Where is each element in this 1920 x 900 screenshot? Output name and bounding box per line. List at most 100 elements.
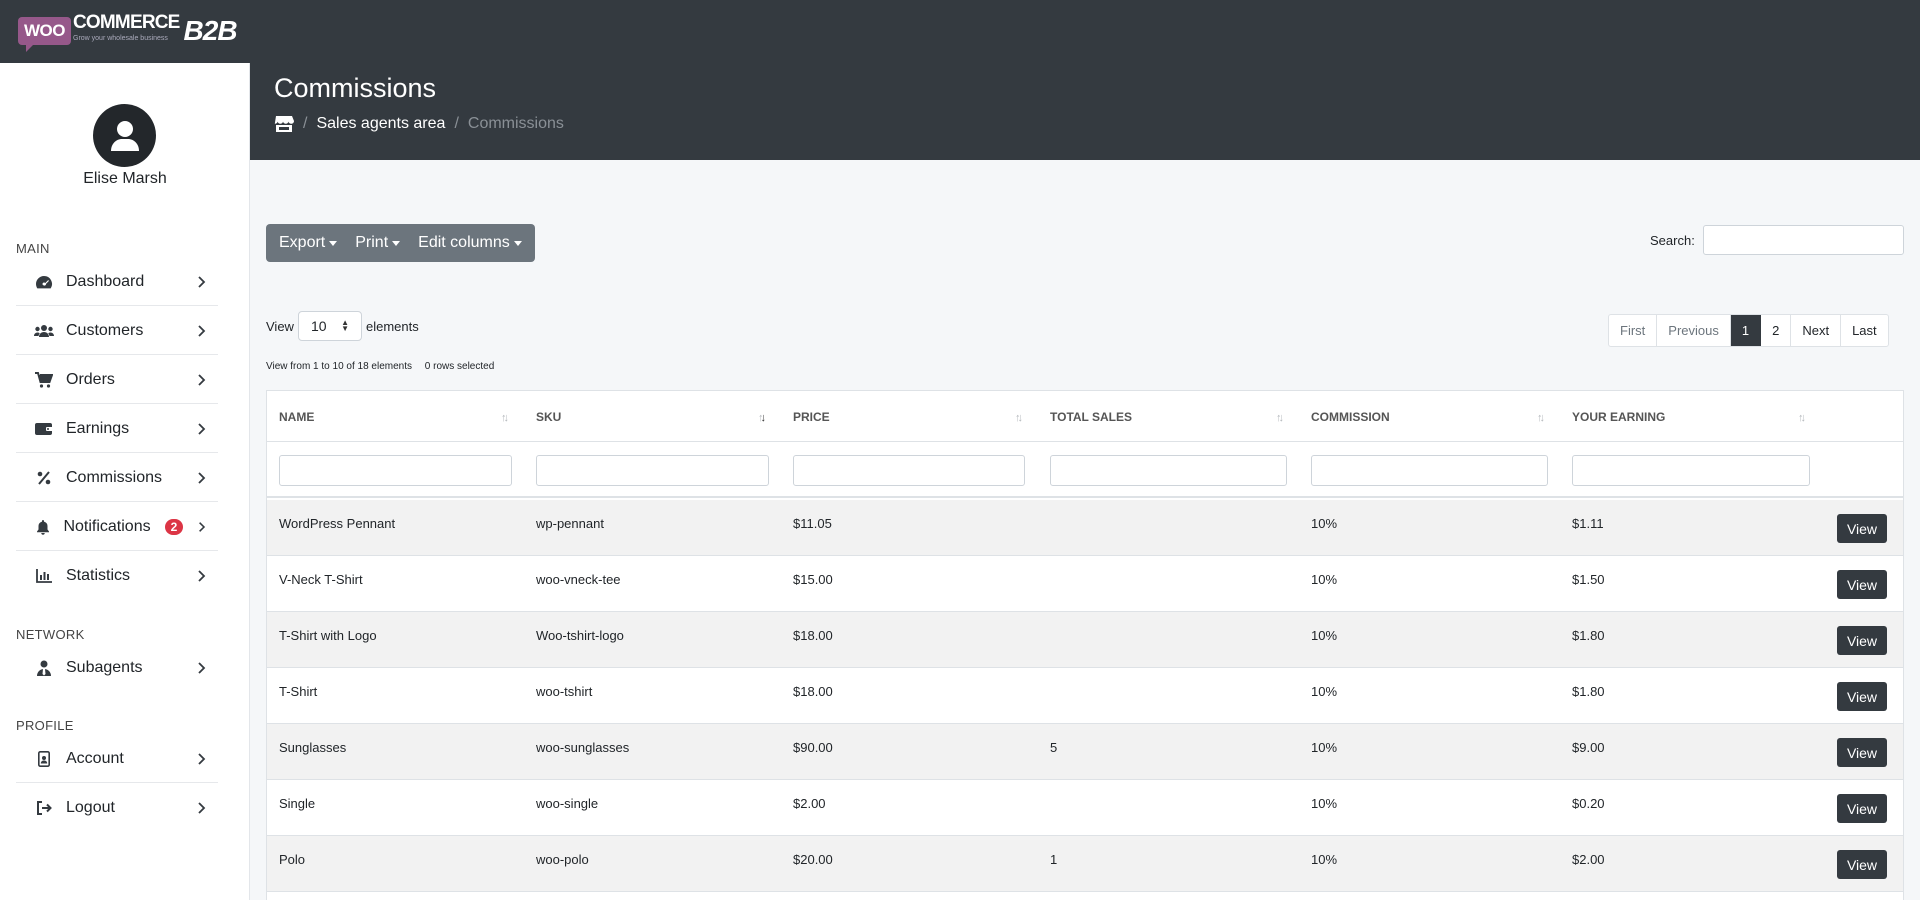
column-header-commission[interactable]: COMMISSION [1311, 391, 1390, 442]
chevron-right-icon [198, 752, 206, 765]
table-row[interactable]: Polo woo-polo $20.00 1 10% $2.00 View [267, 836, 1903, 892]
table-row[interactable]: T-Shirt woo-tshirt $18.00 10% $1.80 View [267, 668, 1903, 724]
view-button[interactable]: View [1837, 682, 1887, 711]
breadcrumb: / Sales agents area / Commissions [274, 115, 564, 133]
view-button[interactable]: View [1837, 570, 1887, 599]
pagination-page-2[interactable]: 2 [1761, 315, 1792, 346]
pagination-first[interactable]: First [1609, 315, 1658, 346]
column-header-sku[interactable]: SKU [536, 391, 561, 442]
sort-icon[interactable]: ↑↓ [1015, 412, 1023, 424]
commissions-table: NAME ↑↓ SKU ↑↓ PRICE ↑↓ TOTAL SALES ↑↓ C… [266, 390, 1904, 900]
filter-input-your-earning[interactable] [1572, 455, 1810, 486]
cell-price: $18.00 [793, 684, 833, 699]
search-input[interactable] [1703, 225, 1904, 255]
filter-input-name[interactable] [279, 455, 512, 486]
sidebar-item-statistics[interactable]: Statistics [16, 552, 218, 600]
wallet-icon [34, 420, 54, 438]
shopping-cart-icon [34, 371, 54, 389]
cell-price: $20.00 [793, 852, 833, 867]
page-length-select[interactable]: 10 ▲ ▼ [298, 311, 362, 341]
table-row[interactable]: Sunglasses woo-sunglasses $90.00 5 10% $… [267, 724, 1903, 780]
sidebar-item-subagents[interactable]: Subagents [16, 644, 218, 692]
cell-sku: woo-tshirt [536, 684, 593, 699]
id-badge-icon [34, 750, 54, 768]
table-info-selected: 0 rows selected [424, 361, 495, 372]
sidebar-item-notifications[interactable]: Notifications 2 [16, 503, 218, 551]
sidebar-item-orders[interactable]: Orders [16, 356, 218, 404]
sidebar-item-label: Orders [66, 370, 115, 388]
sort-icon[interactable]: ↑↓ [501, 412, 509, 424]
avatar[interactable] [93, 104, 156, 167]
column-header-your-earning[interactable]: YOUR EARNING [1572, 391, 1665, 442]
view-button[interactable]: View [1837, 514, 1887, 543]
bell-icon [34, 518, 51, 536]
elements-label: elements [366, 319, 419, 334]
table-row[interactable]: WordPress Pennant wp-pennant $11.05 10% … [267, 500, 1903, 556]
notifications-count-badge: 2 [164, 518, 184, 535]
cell-commission: 10% [1311, 852, 1338, 867]
column-header-label: YOUR EARNING [1572, 409, 1666, 424]
filter-input-total-sales[interactable] [1050, 455, 1287, 486]
print-button-label: Print [355, 234, 389, 251]
column-header-price[interactable]: PRICE [793, 391, 830, 442]
edit-columns-button[interactable]: Edit columns [409, 224, 531, 262]
breadcrumb-current: Commissions [467, 115, 564, 132]
sidebar-item-customers[interactable]: Customers [16, 307, 218, 355]
column-header-name[interactable]: NAME [279, 391, 314, 442]
view-button[interactable]: View [1837, 626, 1887, 655]
cell-your-earning: $1.80 [1572, 628, 1605, 643]
percent-icon [34, 469, 54, 487]
select-arrows-icon: ▲ ▼ [341, 318, 349, 333]
table-row[interactable]: V-Neck T-Shirt woo-vneck-tee $15.00 10% … [267, 556, 1903, 612]
table-row[interactable]: Single woo-single $2.00 10% $0.20 View [267, 780, 1903, 836]
view-button[interactable]: View [1837, 850, 1887, 879]
user-name: Elise Marsh [83, 170, 167, 187]
cell-sku: Woo-tshirt-logo [536, 628, 624, 643]
column-header-total-sales[interactable]: TOTAL SALES [1050, 391, 1132, 442]
sidebar-item-label: Earnings [66, 419, 130, 437]
sidebar-item-logout[interactable]: Logout [16, 784, 218, 832]
cell-sku: woo-vneck-tee [536, 572, 621, 587]
print-button[interactable]: Print [346, 224, 409, 262]
view-button[interactable]: View [1837, 794, 1887, 823]
user-icon [110, 120, 139, 151]
export-button[interactable]: Export [270, 224, 346, 262]
sidebar-item-earnings[interactable]: Earnings [16, 405, 218, 453]
chevron-right-icon [198, 324, 206, 337]
cell-your-earning: $1.50 [1572, 572, 1605, 587]
view-button[interactable]: View [1837, 738, 1887, 767]
sort-icon[interactable]: ↑↓ [1276, 412, 1284, 424]
filter-input-price[interactable] [793, 455, 1025, 486]
page-header: Commissions / Sales agents area / Commis… [250, 63, 1920, 160]
chevron-right-icon [199, 521, 206, 532]
pagination-last[interactable]: Last [1852, 323, 1877, 338]
filter-input-commission[interactable] [1311, 455, 1548, 486]
brand-logo[interactable]: WOO COMMERCE Grow your wholesale busines… [18, 13, 238, 52]
cell-sku: woo-polo [536, 852, 589, 867]
export-button-label: Export [279, 234, 326, 251]
table-row[interactable]: T-Shirt with Logo Woo-tshirt-logo $18.00… [267, 612, 1903, 668]
chevron-right-icon [198, 275, 206, 288]
filter-input-sku[interactable] [536, 455, 769, 486]
view-length-label: View [266, 319, 294, 334]
pagination-page-1[interactable]: 1 [1730, 315, 1762, 346]
sidebar-item-dashboard[interactable]: Dashboard [16, 258, 218, 306]
sort-icon[interactable]: ↑↓ [1537, 412, 1545, 424]
table-info: View from 1 to 10 of 18 elements 0 rows … [266, 361, 504, 372]
cell-your-earning: $1.11 [1572, 516, 1604, 531]
sidebar-item-label: Customers [66, 321, 144, 339]
pagination-next[interactable]: Next [1791, 315, 1842, 346]
sort-icon[interactable]: ↑↓ [1798, 412, 1806, 424]
sidebar-item-account[interactable]: Account [16, 735, 218, 783]
cell-commission: 10% [1311, 796, 1338, 811]
pagination: First Previous 1 2 Next Last [1608, 314, 1889, 347]
sort-desc-icon[interactable]: ↑↓ [758, 412, 766, 424]
breadcrumb-sales-agents-area[interactable]: Sales agents area [316, 115, 446, 132]
page-title: Commissions [274, 73, 437, 103]
pagination-previous[interactable]: Previous [1657, 315, 1731, 346]
sidebar-item-commissions[interactable]: Commissions [16, 454, 218, 502]
store-icon[interactable] [274, 115, 294, 133]
cell-price: $15.00 [793, 572, 833, 587]
table-header: NAME ↑↓ SKU ↑↓ PRICE ↑↓ TOTAL SALES ↑↓ C… [267, 391, 1903, 442]
column-header-label: NAME [279, 409, 315, 424]
